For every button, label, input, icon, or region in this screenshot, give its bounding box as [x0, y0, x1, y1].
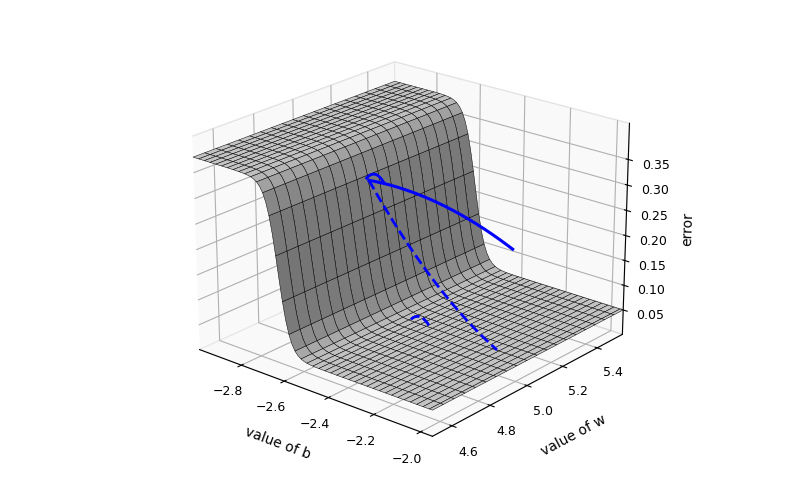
Y-axis label: value of w: value of w: [539, 412, 608, 458]
X-axis label: value of b: value of b: [242, 425, 312, 462]
